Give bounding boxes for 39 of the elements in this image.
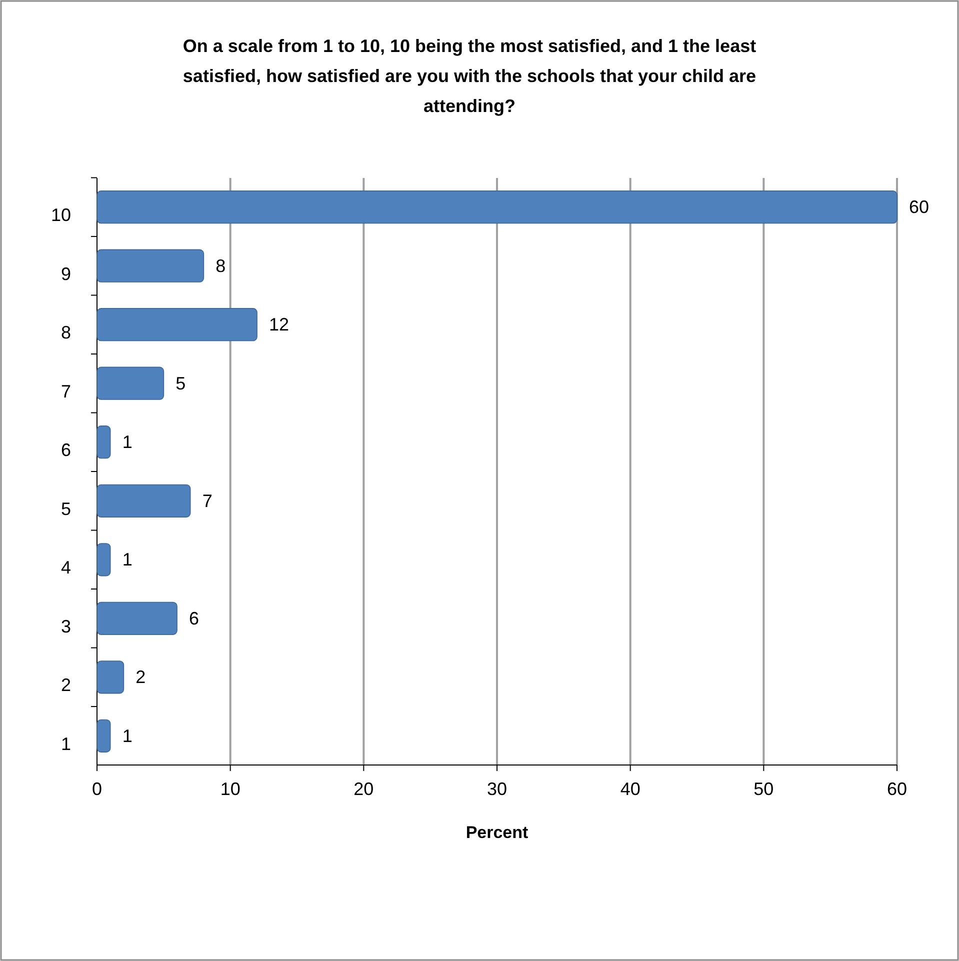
data-label: 60 — [909, 197, 930, 218]
bar — [96, 366, 164, 400]
y-tick-label: 6 — [60, 440, 71, 460]
bar — [96, 660, 124, 694]
data-label: 1 — [122, 550, 132, 570]
data-label: 1 — [122, 726, 132, 746]
data-label: 5 — [176, 373, 186, 394]
y-tick-label: 3 — [60, 616, 71, 636]
bar — [96, 484, 191, 518]
data-label: 8 — [216, 256, 226, 276]
x-tick-label: 50 — [754, 779, 774, 799]
x-tick-label: 30 — [486, 779, 508, 799]
x-tick-label: 10 — [220, 779, 240, 799]
y-tick-label: 7 — [60, 381, 71, 402]
bar — [96, 249, 204, 282]
data-label: 2 — [136, 667, 146, 688]
bar — [96, 426, 111, 459]
y-tick-label: 1 — [60, 734, 71, 754]
bar — [96, 719, 111, 752]
y-tick-label: 8 — [60, 322, 71, 343]
data-label: 6 — [189, 608, 200, 628]
bar — [96, 308, 258, 342]
data-label: 1 — [122, 432, 132, 452]
data-label: 7 — [202, 490, 212, 511]
bar — [96, 190, 898, 224]
y-tick-label: 4 — [60, 558, 71, 578]
x-tick-label: 60 — [886, 779, 908, 799]
x-axis-title: Percent — [466, 823, 529, 842]
x-tick-label: 20 — [354, 779, 374, 799]
chart-title: On a scale from 1 to 10, 10 being the most satisfied, and 1 the least satisfied, how satisfied are you with the schools that your child are attending? — [182, 36, 756, 116]
bar — [96, 602, 178, 635]
x-tick-label: 40 — [620, 779, 640, 799]
y-tick-label: 10 — [50, 205, 71, 226]
y-tick-label: 2 — [60, 675, 71, 696]
bar — [96, 543, 111, 576]
x-tick-label: 0 — [92, 779, 102, 799]
data-label: 12 — [269, 314, 290, 335]
y-tick-label: 9 — [60, 264, 71, 284]
y-tick-label: 5 — [60, 498, 71, 519]
